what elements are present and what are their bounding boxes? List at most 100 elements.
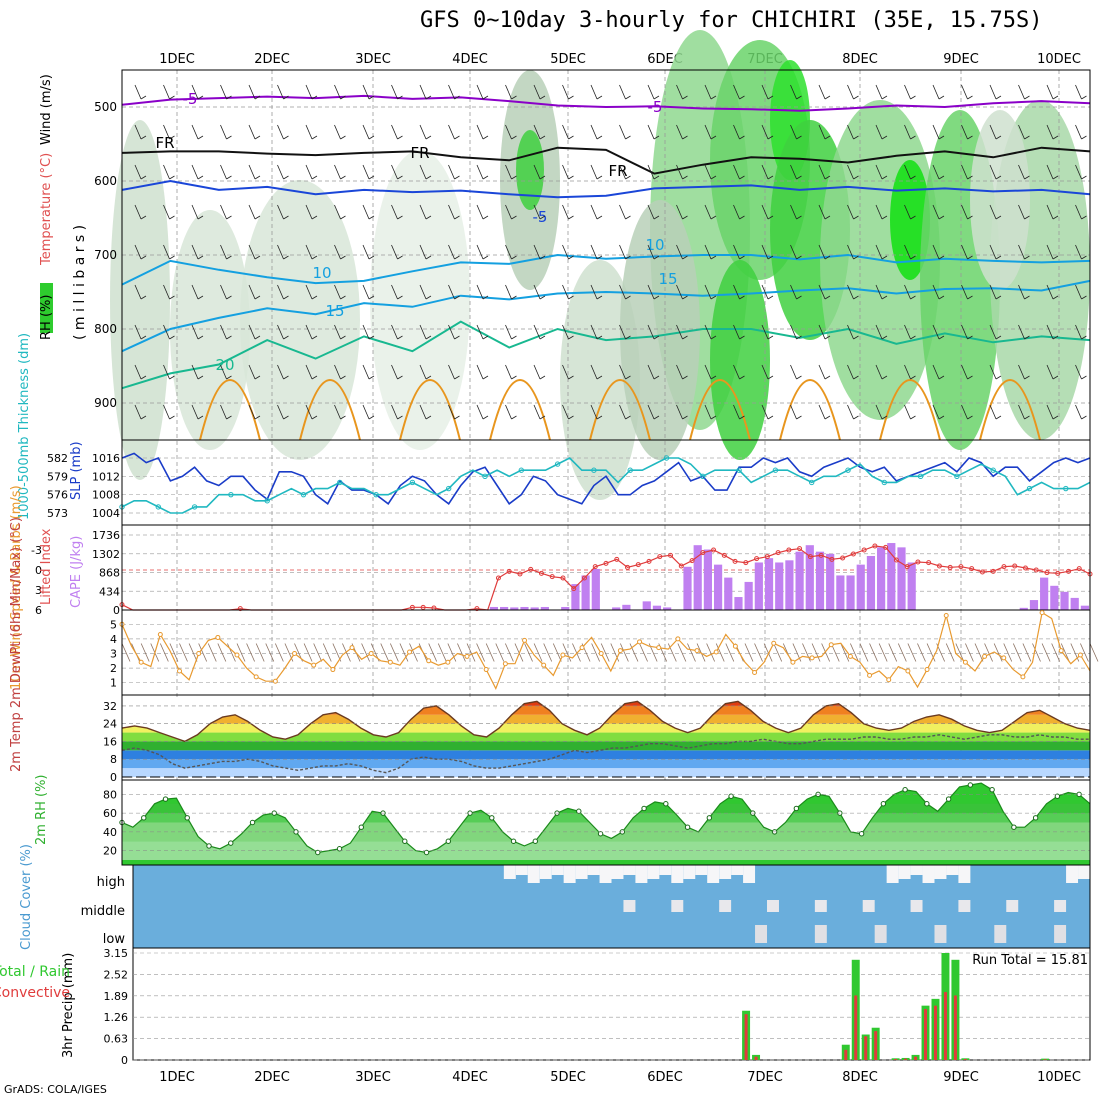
wind-barb: [704, 124, 712, 140]
lifted-index-marker: [721, 552, 727, 558]
wind-speed-marker: [982, 653, 988, 659]
wind-barb: [476, 284, 484, 300]
wind-barb: [482, 375, 489, 380]
wind-barb: [904, 84, 911, 100]
wind-barb: [391, 164, 398, 180]
wind-speed-marker: [483, 667, 489, 673]
wind-barb: [995, 375, 1002, 380]
wind-barb: [818, 124, 826, 140]
precip-convective-legend: Convective: [0, 985, 70, 1001]
lifted-index-marker: [1076, 566, 1082, 572]
surface-wind-barb: [217, 643, 227, 662]
wind-barb: [533, 84, 541, 100]
wind-barb: [283, 255, 289, 260]
rh-marker: [641, 805, 647, 812]
cloud-high-gap: [575, 865, 588, 879]
wind-barb: [454, 135, 460, 140]
wind-barb: [653, 95, 660, 100]
wind-barb: [824, 135, 831, 140]
lifted-index-marker: [904, 564, 910, 570]
thickness-marker: [700, 473, 706, 480]
wind-barb: [1075, 204, 1082, 220]
wind-barb: [590, 404, 598, 420]
wind-barb: [904, 164, 911, 180]
wind-barb: [653, 295, 660, 300]
lifted-index-marker: [678, 563, 684, 569]
wind-barb: [419, 284, 427, 300]
wind-barb: [1018, 244, 1025, 260]
rh-marker: [880, 801, 887, 807]
wind-barb: [311, 335, 318, 340]
rh-shade: [710, 260, 770, 460]
wind-barb: [682, 175, 688, 180]
wind-barb: [761, 404, 769, 420]
wind-barb: [796, 415, 802, 420]
rh2m-axis-label: 2m RH (%): [34, 774, 49, 845]
wind-barb: [505, 284, 512, 300]
cape-bar: [530, 607, 539, 610]
wind-barb: [140, 95, 147, 100]
wind-barb: [311, 175, 318, 180]
wind-barb: [425, 215, 432, 220]
thickness-marker: [373, 491, 379, 498]
wind-barb: [847, 324, 854, 340]
thickness-marker: [809, 479, 815, 486]
wind-barb: [938, 215, 945, 220]
cape-bar: [907, 562, 916, 610]
cloud-row-label: high: [97, 875, 125, 890]
rh-marker: [1011, 824, 1017, 830]
lifted-index-marker: [979, 569, 985, 575]
wind-barb: [1046, 204, 1054, 220]
wind-barb: [391, 364, 398, 380]
surface-wind-barb: [572, 643, 581, 662]
surface-wind-barb: [1012, 643, 1022, 662]
wind-barb: [334, 324, 341, 340]
wind-barb: [596, 415, 603, 420]
wind-barb: [362, 324, 370, 340]
precip-total-bar: [1041, 1058, 1050, 1060]
wind-barb: [391, 404, 398, 420]
wind-barb: [910, 255, 916, 260]
wind-barb: [283, 415, 289, 420]
top-date-label: 3DEC: [355, 52, 391, 67]
lifted-index-marker: [625, 564, 631, 570]
wind-barb: [368, 215, 375, 220]
cloud-low-gap: [994, 925, 1007, 943]
wind-speed-marker: [560, 652, 566, 658]
surface-wind-barb: [495, 643, 505, 662]
wind-barb: [1046, 244, 1054, 260]
lifted-index-marker: [603, 560, 609, 566]
wind-barb: [134, 244, 142, 260]
surface-wind-barb: [715, 643, 725, 662]
wind-barb: [191, 204, 199, 220]
wind-barb: [197, 135, 204, 140]
wind-barb: [904, 284, 911, 300]
wind-barb: [932, 124, 940, 140]
lifted-index-marker: [829, 556, 835, 562]
wind-barb: [226, 375, 232, 380]
wind-barb: [368, 375, 375, 380]
thickness-marker: [446, 485, 452, 492]
surface-wind-barb: [610, 643, 620, 662]
wind-barb: [191, 164, 199, 180]
wind-barb: [596, 175, 603, 180]
wind-barb: [767, 415, 774, 420]
wind-barb: [476, 164, 484, 180]
wind-barb: [790, 84, 797, 100]
cape-bar: [520, 606, 529, 610]
wind-barb: [847, 124, 854, 140]
wind-barb: [596, 95, 603, 100]
wind-barb: [334, 364, 341, 380]
surface-wind-barb: [888, 643, 898, 662]
wind-barb: [1024, 175, 1030, 180]
wind-barb: [226, 295, 232, 300]
wind-barb: [625, 95, 631, 100]
bottom-date-label: 1DEC: [159, 1070, 195, 1085]
wind-barb: [625, 415, 631, 420]
wind-barb: [454, 95, 460, 100]
wind-barb: [710, 295, 717, 300]
wind-tick-label: 3: [110, 648, 117, 661]
surface-wind-barb: [322, 643, 332, 662]
thickness-marker: [409, 479, 416, 486]
cape-tick-label: 868: [99, 567, 120, 580]
